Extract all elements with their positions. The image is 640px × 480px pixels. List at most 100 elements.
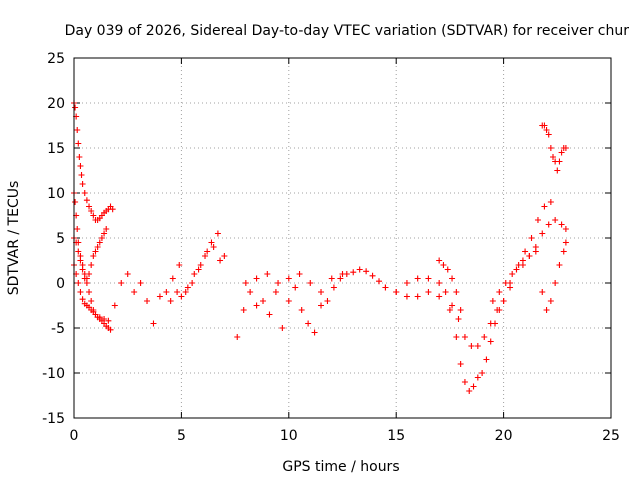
data-point [481,334,488,340]
data-point [184,284,191,291]
data-point [558,149,565,156]
data-point [534,217,541,223]
series-group [71,100,116,223]
data-point [90,212,97,219]
data-point [425,275,432,282]
data-point [150,320,157,327]
data-point [182,289,189,295]
data-point [457,361,464,367]
y-tick-label: 0 [56,276,65,292]
data-point [72,104,79,111]
x-tick-label: 5 [177,428,186,444]
data-point [174,289,181,295]
series-group [167,244,224,304]
data-point [556,158,563,165]
x-tick-label: 15 [387,428,405,444]
data-point [446,307,453,313]
data-point [440,262,447,268]
data-point [292,284,299,291]
data-point [217,257,224,264]
data-point [550,154,557,160]
data-point [96,314,103,321]
data-point [483,356,490,363]
data-point [403,293,410,300]
data-point [339,271,346,277]
data-point [324,298,331,304]
data-point [96,239,103,246]
data-point [509,271,516,277]
data-point [519,257,526,264]
data-point [163,289,170,295]
data-point [453,334,460,340]
data-point [156,293,163,300]
data-point [234,334,241,340]
data-point [210,244,217,250]
data-point [86,289,93,295]
data-point [474,343,481,349]
data-point [189,280,196,286]
data-point [492,320,499,327]
series-group [436,257,464,313]
data-point [545,131,552,138]
data-point [496,289,503,295]
data-point [526,253,533,259]
grid [74,58,611,418]
data-point [541,122,548,129]
data-point [208,239,215,246]
data-point [562,239,569,246]
data-point [202,253,209,259]
data-point [552,217,559,223]
series-group [234,266,389,340]
series-group [393,248,539,394]
data-point [558,221,565,228]
data-point [195,266,202,273]
data-point [543,127,550,133]
data-point [298,307,305,313]
x-tick-label: 0 [70,428,79,444]
data-point [74,127,81,133]
data-point [88,298,95,304]
data-point [466,388,473,394]
data-point [449,275,456,282]
data-point [81,190,88,196]
data-point [204,248,211,255]
data-point [515,262,522,268]
x-tick-label: 20 [495,428,513,444]
data-point [272,289,279,295]
data-point [75,280,82,286]
x-tick-label: 25 [602,428,620,444]
data-point [528,235,535,241]
series-group [242,271,346,295]
x-axis-label: GPS time / hours [282,459,399,475]
data-point [414,293,421,300]
data-point [455,316,462,322]
data-point [178,293,185,300]
data-point [221,253,228,259]
data-point [109,206,116,213]
data-point [444,266,451,273]
series-group [539,122,569,174]
data-point [144,298,151,304]
data-point [539,289,546,295]
data-point [191,271,198,277]
data-point [260,298,267,304]
y-ticks: -15 -10 -5 0 5 10 15 20 25 [42,51,611,427]
data-point [92,311,99,318]
data-point [461,379,468,385]
data-point [72,199,79,205]
data-point [79,296,86,303]
data-point [86,271,93,277]
data-point [414,275,421,282]
data-point [86,203,93,210]
data-point [436,293,443,300]
data-point [214,230,221,237]
data-point [285,298,292,304]
data-point [468,343,475,349]
data-point [169,275,176,282]
data-point [137,280,144,286]
data-point [90,253,97,259]
y-tick-label: -10 [42,366,65,382]
data-point [92,248,99,255]
data-point [98,235,105,241]
